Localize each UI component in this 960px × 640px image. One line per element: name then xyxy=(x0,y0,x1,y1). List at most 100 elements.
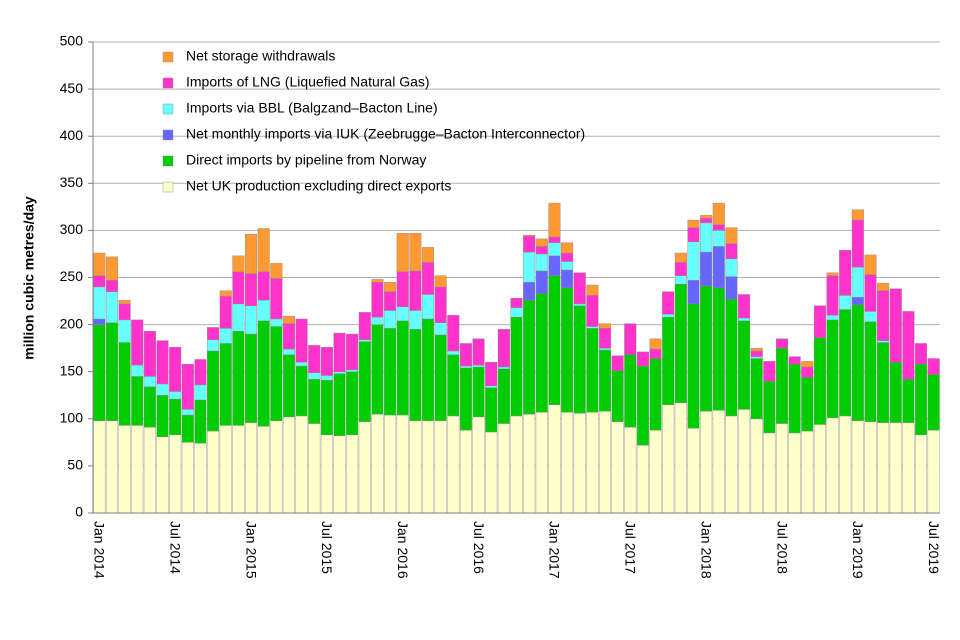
bar-segment xyxy=(384,414,397,514)
bar-segment xyxy=(105,291,118,323)
bar-segment xyxy=(927,374,940,431)
bar-segment xyxy=(93,318,106,325)
bar-segment xyxy=(169,434,182,514)
bar-segment xyxy=(548,202,561,238)
bar-segment xyxy=(586,284,599,296)
bar-segment xyxy=(548,236,561,243)
bar-segment xyxy=(535,253,548,272)
bar-segment xyxy=(245,305,258,335)
bar-segment xyxy=(93,275,106,288)
bar-segment xyxy=(396,233,409,273)
bar-segment xyxy=(523,282,536,301)
bar-segment xyxy=(510,307,523,318)
bar-segment xyxy=(826,319,839,419)
bar-segment xyxy=(270,278,283,320)
bar-segment xyxy=(447,314,460,352)
bar-segment xyxy=(245,273,258,306)
bar-segment xyxy=(598,328,612,349)
bar-segment xyxy=(636,444,649,514)
bar-segment xyxy=(725,276,738,300)
bar-segment xyxy=(839,249,852,296)
x-tick-label: Jan 2015 xyxy=(243,521,259,579)
bar-segment xyxy=(257,426,270,514)
bar-segment xyxy=(131,364,144,377)
bar-segment xyxy=(687,280,700,305)
bar-segment xyxy=(700,251,713,287)
bar-segment xyxy=(864,321,877,422)
legend-swatch xyxy=(162,155,174,167)
bar-segment xyxy=(851,420,864,514)
bar-segment xyxy=(700,411,713,514)
bar-segment xyxy=(598,323,612,329)
bar-segment xyxy=(851,304,864,421)
bar-segment xyxy=(700,222,713,253)
bar-segment xyxy=(788,363,801,434)
bar-segment xyxy=(510,298,523,308)
bar-segment xyxy=(712,287,725,411)
bar-segment xyxy=(725,298,738,417)
bar-segment xyxy=(763,380,776,434)
bar-segment xyxy=(421,262,435,295)
bar-segment xyxy=(712,410,725,514)
bar-segment xyxy=(396,320,409,416)
bar-segment xyxy=(282,315,295,324)
bar-segment xyxy=(156,395,169,437)
legend-label: Direct imports by pipeline from Norway xyxy=(186,152,426,168)
bar-segment xyxy=(409,233,422,272)
bar-segment xyxy=(409,329,422,421)
bar-segment xyxy=(712,202,725,225)
bar-segment xyxy=(118,342,131,426)
bar-segment xyxy=(561,242,574,254)
legend-label: Net UK production excluding direct expor… xyxy=(186,178,451,194)
bar-segment xyxy=(687,428,700,514)
bar-segment xyxy=(485,362,498,387)
bar-segment xyxy=(548,255,561,276)
bar-segment xyxy=(421,420,435,514)
bar-segment xyxy=(510,316,523,417)
bar-segment xyxy=(232,255,245,273)
bar-segment xyxy=(864,254,877,275)
bar-segment xyxy=(358,312,371,340)
bar-segment xyxy=(118,425,131,514)
bar-segment xyxy=(207,350,220,432)
bar-segment xyxy=(523,251,536,283)
bar-segment xyxy=(257,228,270,273)
bar-segment xyxy=(169,398,182,436)
bar-segment xyxy=(725,243,738,259)
bar-segment xyxy=(131,376,144,426)
bar-segment xyxy=(219,343,232,426)
bar-segment xyxy=(775,347,788,424)
bar-segment xyxy=(131,319,144,366)
bar-segment xyxy=(421,294,435,320)
bar-segment xyxy=(207,327,220,340)
bar-segment xyxy=(358,421,371,514)
bar-segment xyxy=(750,356,763,359)
bar-segment xyxy=(738,294,751,319)
bar-segment xyxy=(346,333,359,371)
bar-segment xyxy=(763,361,776,382)
bar-segment xyxy=(662,314,675,318)
bar-segment xyxy=(143,386,156,428)
bar-segment xyxy=(105,322,118,421)
bar-segment xyxy=(333,332,346,372)
bar-segment xyxy=(915,434,928,514)
bar-segment xyxy=(371,316,384,325)
bar-segment xyxy=(813,305,826,338)
bar-segment xyxy=(497,329,510,368)
bar-segment xyxy=(245,333,258,423)
bar-segment xyxy=(548,404,561,514)
x-tick-label: Jul 2014 xyxy=(167,521,183,574)
bar-segment xyxy=(636,351,649,367)
bar-segment xyxy=(649,338,662,350)
bar-segment xyxy=(649,348,662,359)
bar-segment xyxy=(839,309,852,417)
bar-segment xyxy=(573,305,586,414)
legend-label: Net storage withdrawals xyxy=(186,48,335,64)
bar-segment xyxy=(674,262,687,276)
bar-segment xyxy=(826,417,839,514)
bar-segment xyxy=(548,242,561,257)
bar-segment xyxy=(927,429,940,514)
bar-segment xyxy=(447,415,460,514)
bar-segment xyxy=(877,422,890,514)
bar-segment xyxy=(194,399,207,444)
